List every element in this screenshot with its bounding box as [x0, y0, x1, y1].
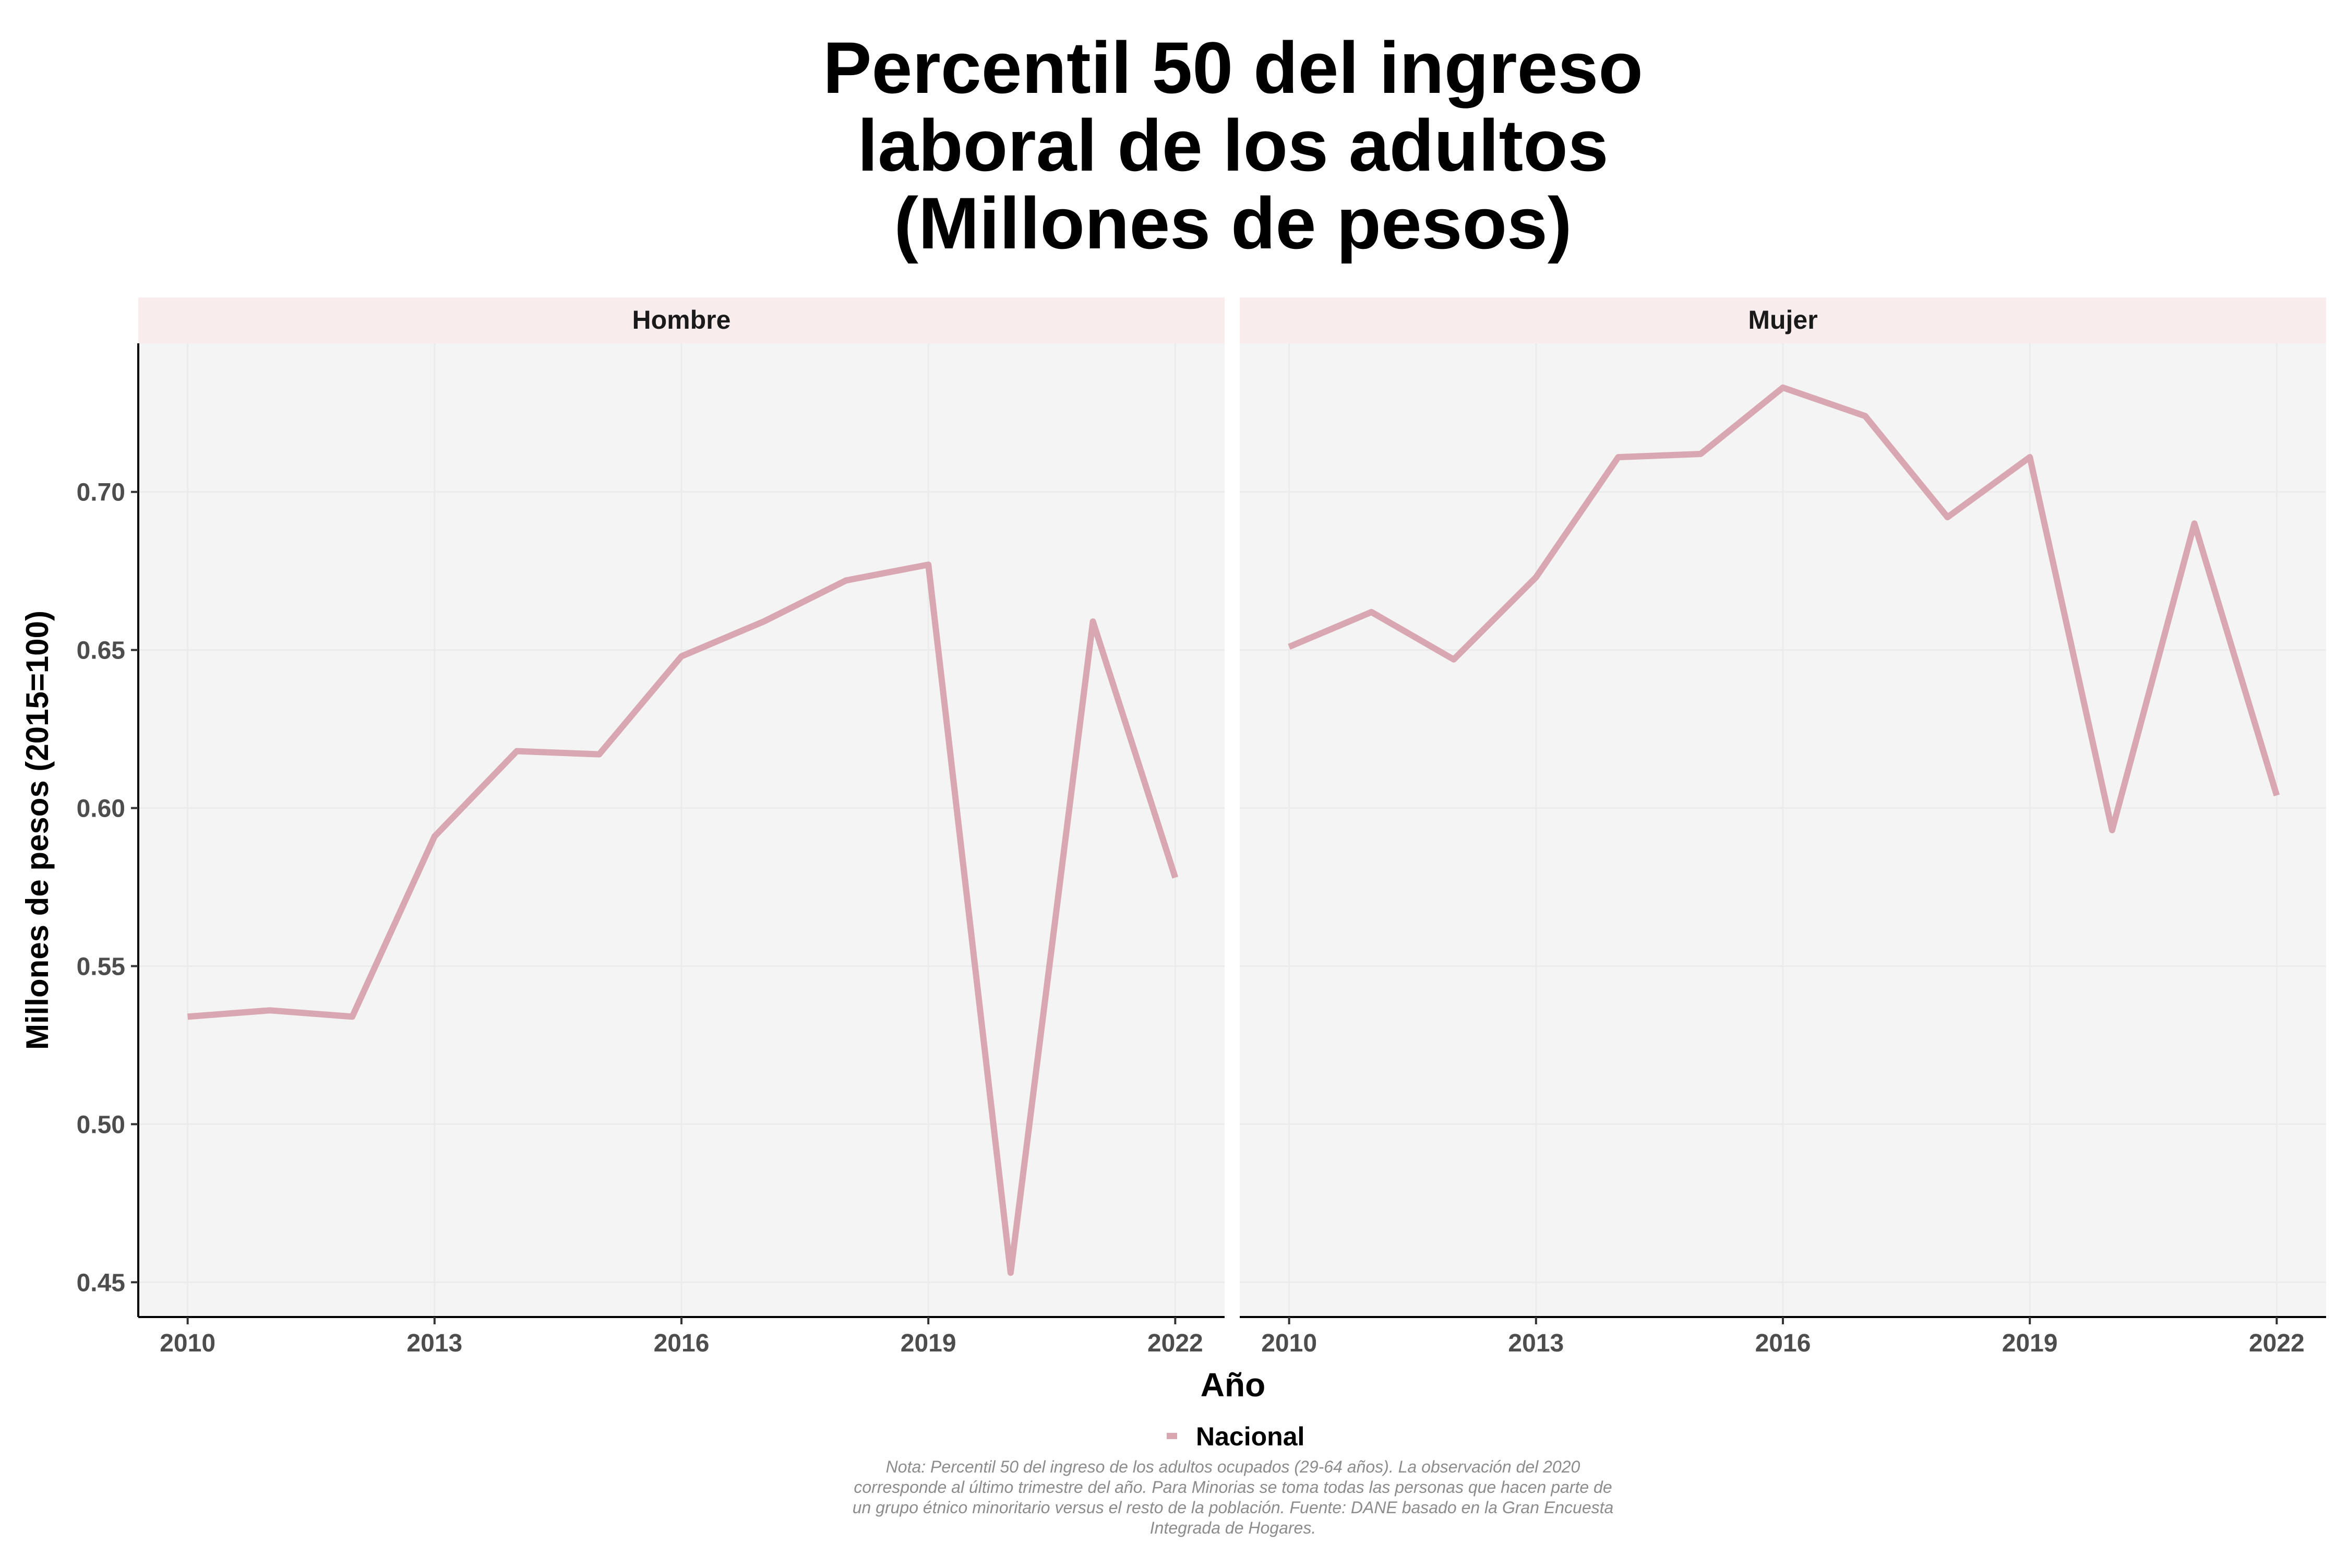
x-tick-label-mujer-2010: 2010	[1261, 1330, 1317, 1357]
y-tick-label-0.45: 0.45	[77, 1269, 125, 1297]
y-tick-label-0.60: 0.60	[77, 795, 125, 823]
x-tick-label-mujer-2019: 2019	[2002, 1330, 2058, 1357]
note-line-4: Integrada de Hogares.	[1150, 1518, 1316, 1537]
x-tick-label-hombre-2010: 2010	[160, 1330, 215, 1357]
note-line-2: corresponde al último trimestre del año.…	[854, 1478, 1612, 1497]
x-tick-label-mujer-2022: 2022	[2249, 1330, 2305, 1357]
x-tick-label-mujer-2013: 2013	[1508, 1330, 1564, 1357]
facet-label-mujer: Mujer	[1748, 305, 1817, 334]
y-tick-label-0.50: 0.50	[77, 1111, 125, 1139]
x-tick-label-mujer-2016: 2016	[1755, 1330, 1811, 1357]
y-tick-label-0.70: 0.70	[77, 479, 125, 507]
chart-title-line-3: (Millones de pesos)	[894, 182, 1572, 264]
x-tick-label-hombre-2016: 2016	[654, 1330, 710, 1357]
note-line-3: un grupo étnico minoritario versus el re…	[853, 1498, 1614, 1517]
y-tick-label-0.65: 0.65	[77, 637, 125, 665]
y-axis-title: Millones de pesos (2015=100)	[20, 611, 55, 1050]
facet-strip-hombre	[138, 297, 1225, 343]
note-line-1: Nota: Percentil 50 del ingreso de los ad…	[886, 1457, 1580, 1476]
legend-label-nacional: Nacional	[1196, 1422, 1304, 1451]
x-axis-title: Año	[1201, 1366, 1265, 1404]
series-line-hombre-nacional	[187, 561, 1179, 1276]
x-tick-label-hombre-2019: 2019	[901, 1330, 956, 1357]
facet-strip-mujer	[1240, 297, 2326, 343]
series-line-mujer-nacional	[1288, 384, 2280, 833]
facet-label-hombre: Hombre	[632, 305, 731, 334]
x-tick-label-hombre-2013: 2013	[406, 1330, 462, 1357]
chart-title-line-2: laboral de los adultos	[857, 104, 1608, 186]
x-tick-label-hombre-2022: 2022	[1147, 1330, 1203, 1357]
y-tick-label-0.55: 0.55	[77, 953, 125, 981]
chart-title-line-1: Percentil 50 del ingreso	[823, 27, 1643, 109]
